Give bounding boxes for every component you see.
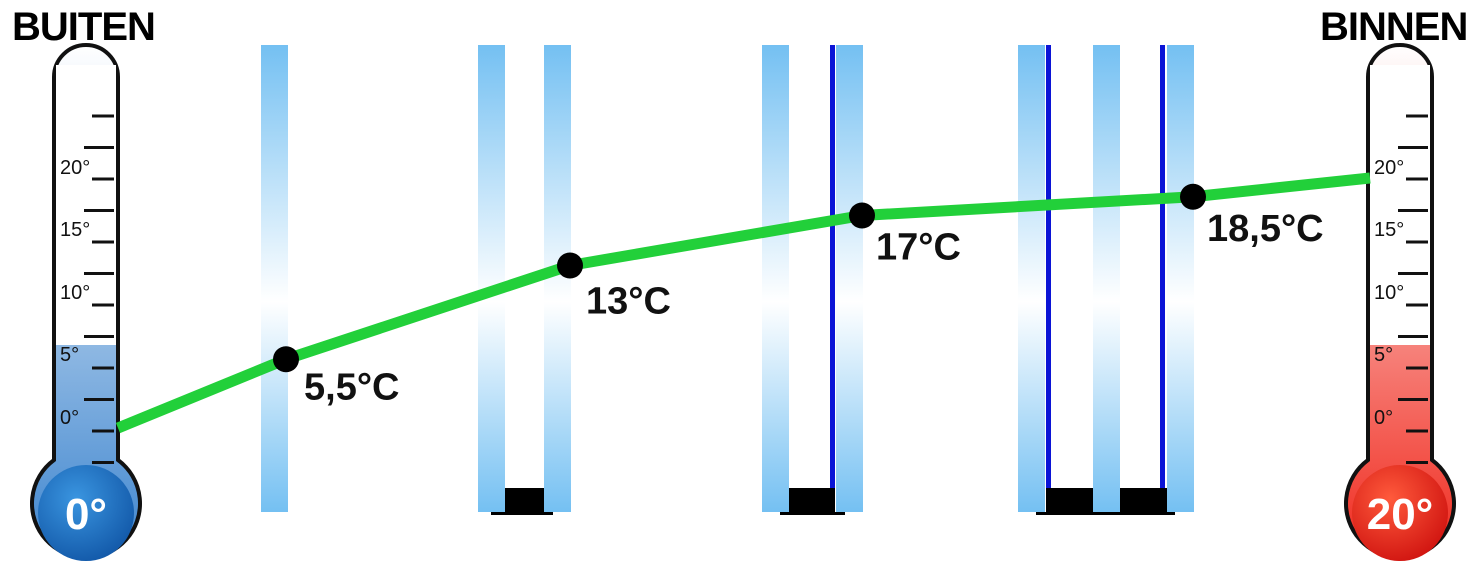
tick-label: 15°	[1374, 219, 1404, 241]
glass-pane	[1167, 45, 1194, 512]
sill-line	[780, 512, 845, 515]
glass-pane	[836, 45, 863, 512]
glass-pane	[1093, 45, 1120, 512]
temperature-point	[273, 346, 299, 373]
spacer	[1120, 488, 1167, 512]
temperature-point-label: 13°C	[586, 281, 671, 323]
coating-layer	[1046, 45, 1051, 512]
temperature-point-label: 5,5°C	[304, 366, 399, 408]
inside-thermometer: 20° 20° 15° 10° 5° 0°	[1344, 43, 1456, 561]
temperature-line: 5,5°C 13°C 17°C 18,5°C	[115, 172, 1371, 434]
glass-pane	[1018, 45, 1045, 512]
spacer	[789, 488, 835, 512]
glass-pane	[478, 45, 505, 512]
sill-line	[491, 512, 553, 515]
inside-label: BINNEN	[1320, 5, 1467, 49]
glass-pane	[762, 45, 789, 512]
temperature-point	[849, 202, 875, 229]
temperature-point	[1180, 183, 1206, 210]
coating-layer	[830, 45, 835, 512]
coating-layer	[1160, 45, 1165, 512]
tick-label: 5°	[60, 344, 79, 366]
temperature-point-label: 18,5°C	[1207, 208, 1324, 250]
tick-label: 20°	[1374, 157, 1404, 179]
glass-pane	[261, 45, 288, 512]
glazing-layers	[261, 45, 1194, 515]
temperature-point	[557, 252, 583, 279]
tick-label: 10°	[60, 282, 90, 304]
temperature-point-label: 17°C	[876, 227, 961, 269]
spacer	[1046, 488, 1093, 512]
tick-label: 10°	[1374, 282, 1404, 304]
outside-label: BUITEN	[12, 5, 155, 49]
temperature-series-line	[115, 172, 1371, 434]
tick-label: 20°	[60, 157, 90, 179]
thermometer-reading: 20°	[1367, 490, 1434, 539]
tick-label: 15°	[60, 219, 90, 241]
spacer	[505, 488, 544, 512]
sill-line	[1036, 512, 1175, 515]
thermometer-reading: 0°	[65, 490, 107, 539]
thermometer-bulb	[1352, 465, 1448, 561]
tick-label: 0°	[60, 407, 79, 429]
outside-thermometer: 0° 20° 15° 10° 5° 0°	[30, 43, 142, 561]
tick-label: 0°	[1374, 407, 1393, 429]
thermometer-bulb	[38, 465, 134, 561]
glass-pane	[544, 45, 571, 512]
tick-label: 5°	[1374, 344, 1393, 366]
